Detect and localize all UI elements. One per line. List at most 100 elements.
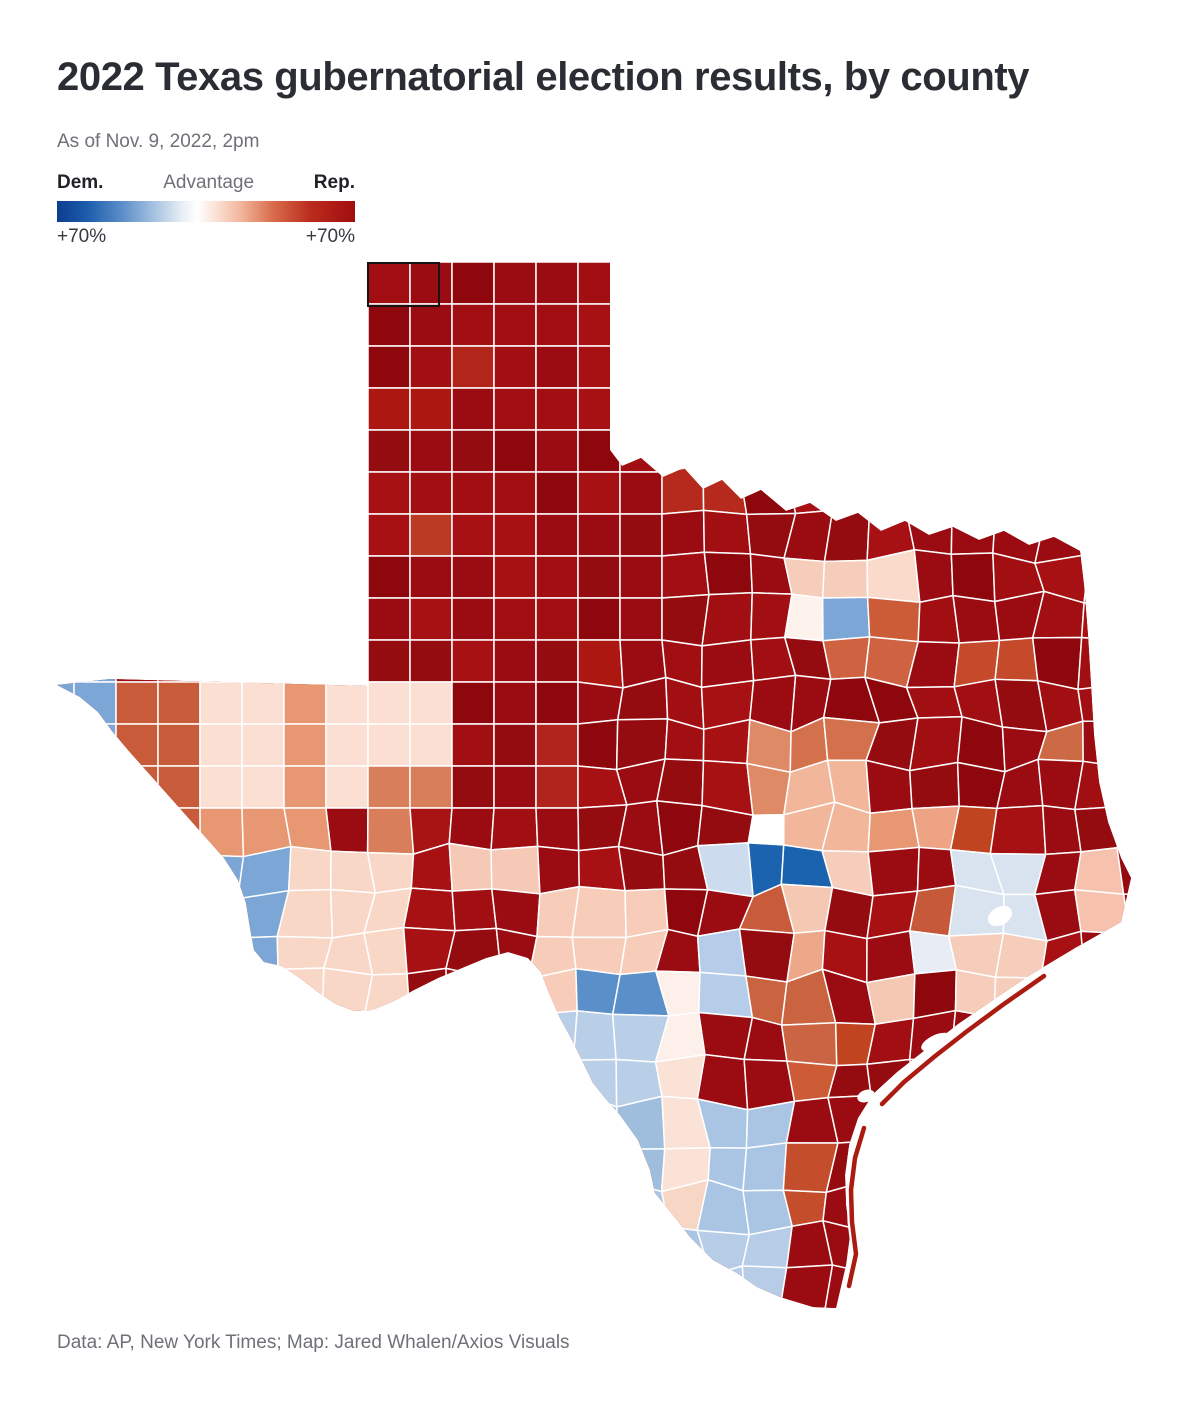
county-cell[interactable] (409, 555, 453, 599)
county-cell[interactable] (571, 885, 627, 939)
county-cell[interactable] (535, 807, 580, 852)
county-cell[interactable] (1080, 337, 1123, 391)
county-cell[interactable] (241, 220, 285, 263)
county-cell[interactable] (661, 220, 704, 267)
county-cell[interactable] (156, 1220, 200, 1275)
county-cell[interactable] (874, 394, 914, 436)
county-cell[interactable] (409, 723, 453, 767)
county-cell[interactable] (698, 431, 742, 479)
county-cell[interactable] (1080, 930, 1131, 977)
county-cell[interactable] (451, 597, 495, 641)
county-cell[interactable] (493, 262, 537, 305)
county-cell[interactable] (367, 765, 411, 809)
county-cell[interactable] (913, 548, 954, 604)
county-cell[interactable] (535, 765, 579, 809)
county-cell[interactable] (701, 591, 753, 647)
county-cell[interactable] (199, 639, 243, 683)
county-cell[interactable] (321, 1013, 377, 1067)
county-cell[interactable] (198, 1137, 239, 1194)
county-cell[interactable] (35, 846, 82, 899)
county-cell[interactable] (535, 723, 579, 767)
county-cell[interactable] (451, 345, 495, 389)
county-cell[interactable] (992, 427, 1036, 474)
county-cell[interactable] (366, 807, 415, 855)
county-cell[interactable] (821, 559, 869, 599)
county-cell[interactable] (407, 1263, 457, 1311)
county-cell[interactable] (283, 765, 327, 809)
county-cell[interactable] (910, 1265, 955, 1317)
county-cell[interactable] (863, 475, 912, 512)
county-cell[interactable] (283, 555, 327, 599)
county-cell[interactable] (73, 513, 117, 557)
county-cell[interactable] (28, 1274, 82, 1317)
county-cell[interactable] (325, 681, 369, 725)
county-cell[interactable] (448, 807, 495, 851)
county-cell[interactable] (661, 464, 705, 515)
county-cell[interactable] (115, 765, 159, 809)
county-cell[interactable] (788, 223, 831, 269)
county-cell[interactable] (695, 218, 751, 267)
county-cell[interactable] (1077, 636, 1124, 691)
county-cell[interactable] (780, 1022, 838, 1067)
county-cell[interactable] (498, 1222, 536, 1275)
county-cell[interactable] (538, 1059, 585, 1098)
county-cell[interactable] (908, 761, 960, 810)
county-cell[interactable] (283, 471, 327, 515)
county-cell[interactable] (32, 471, 75, 515)
county-cell[interactable] (287, 845, 332, 892)
county-cell[interactable] (865, 338, 912, 397)
county-cell[interactable] (910, 256, 960, 308)
county-cell[interactable] (157, 681, 201, 725)
county-cell[interactable] (490, 845, 541, 895)
county-cell[interactable] (577, 597, 621, 641)
county-cell[interactable] (283, 681, 327, 725)
county-cell[interactable] (989, 1062, 1048, 1108)
county-cell[interactable] (451, 1136, 501, 1190)
county-cell[interactable] (821, 338, 877, 397)
county-cell[interactable] (738, 431, 788, 479)
county-cell[interactable] (199, 262, 243, 305)
county-cell[interactable] (1082, 720, 1120, 768)
county-cell[interactable] (952, 594, 1001, 644)
county-cell[interactable] (661, 345, 702, 392)
county-cell[interactable] (325, 807, 369, 854)
county-cell[interactable] (654, 1053, 706, 1100)
highlighted-county-outline[interactable] (367, 262, 440, 307)
county-cell[interactable] (71, 807, 117, 848)
county-cell[interactable] (157, 345, 201, 389)
county-cell[interactable] (535, 471, 579, 515)
county-cell[interactable] (276, 1059, 323, 1109)
county-cell[interactable] (1083, 547, 1131, 604)
county-cell[interactable] (241, 555, 285, 599)
county-cell[interactable] (1033, 427, 1083, 467)
county-cell[interactable] (866, 596, 921, 643)
county-cell[interactable] (1036, 1011, 1079, 1069)
county-cell[interactable] (1124, 261, 1159, 302)
county-cell[interactable] (1073, 386, 1123, 430)
county-cell[interactable] (989, 804, 1047, 856)
county-cell[interactable] (493, 723, 537, 767)
county-cell[interactable] (1043, 1140, 1084, 1188)
county-cell[interactable] (107, 1060, 161, 1109)
county-cell[interactable] (951, 471, 997, 516)
county-cell[interactable] (199, 303, 243, 347)
county-cell[interactable] (157, 555, 201, 599)
county-cell[interactable] (1116, 933, 1169, 977)
county-cell[interactable] (157, 513, 201, 557)
county-cell[interactable] (535, 262, 579, 305)
county-cell[interactable] (367, 597, 411, 641)
county-cell[interactable] (197, 1179, 250, 1230)
county-cell[interactable] (1116, 640, 1165, 689)
county-cell[interactable] (1115, 337, 1174, 397)
county-cell[interactable] (27, 1059, 80, 1100)
county-cell[interactable] (1115, 295, 1174, 344)
county-cell[interactable] (67, 895, 120, 936)
county-cell[interactable] (452, 1058, 500, 1108)
county-cell[interactable] (78, 1095, 115, 1151)
county-cell[interactable] (697, 386, 747, 434)
county-cell[interactable] (1073, 846, 1125, 896)
county-cell[interactable] (367, 262, 411, 305)
county-cell[interactable] (283, 220, 327, 263)
county-cell[interactable] (283, 345, 327, 389)
county-cell[interactable] (241, 262, 285, 305)
